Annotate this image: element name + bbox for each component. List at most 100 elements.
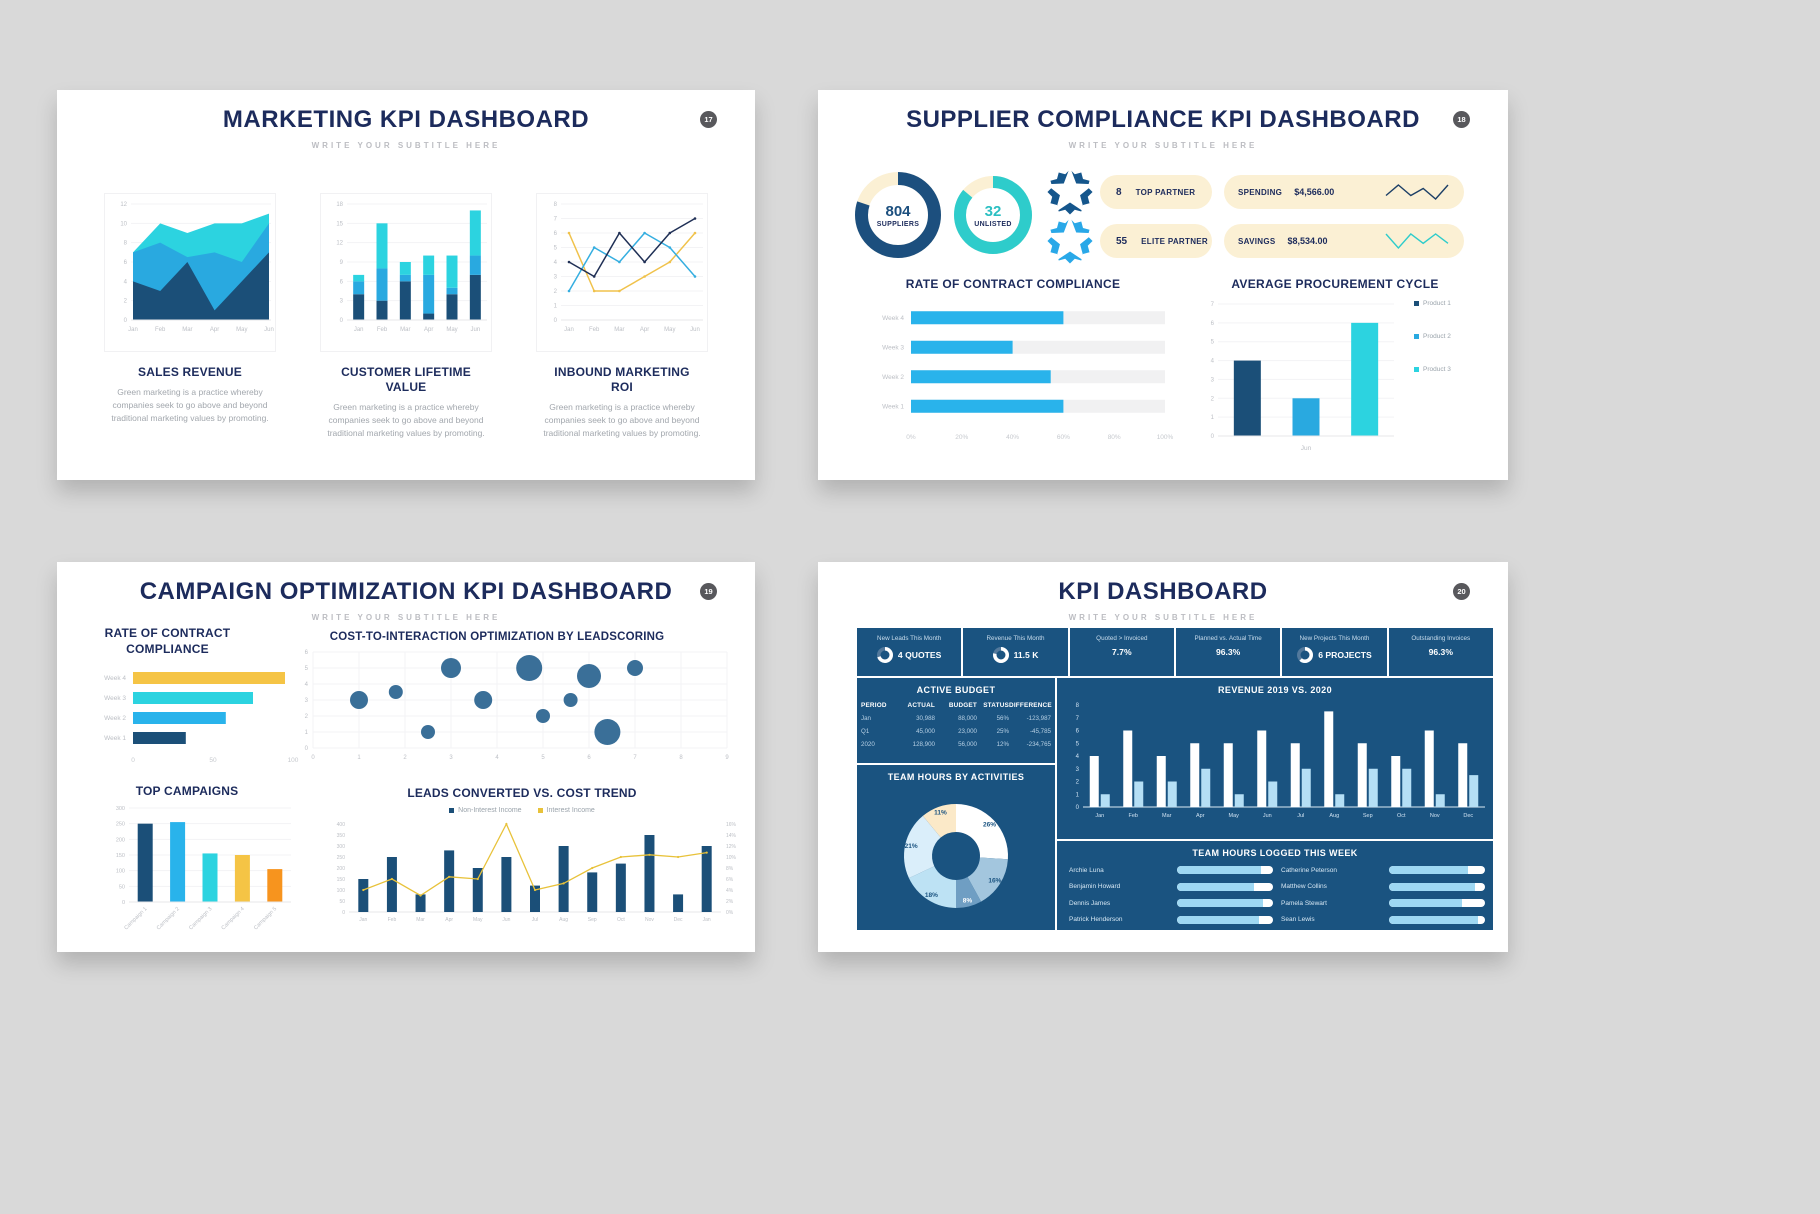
table-header-cell: DIFFERENCE (1009, 702, 1052, 709)
donut-segment (904, 815, 941, 879)
hbar (911, 370, 1051, 384)
procurement-legend: Product 1 Product 2 Product 3 (1414, 300, 1451, 399)
axis-label: 50 (119, 884, 125, 890)
axis-label: May (664, 327, 675, 333)
kpi-tile-label: New Projects This Month (1299, 635, 1370, 642)
axis-label: 16% (726, 822, 737, 828)
hours-logged-row: Dennis James (1069, 895, 1273, 912)
line-series (568, 217, 696, 278)
axis-label: 6 (305, 650, 309, 656)
slide-number-badge: 20 (1453, 583, 1470, 600)
kpi-tile-donut (876, 647, 893, 663)
axis-label: 0 (554, 318, 558, 324)
progress-fill (1177, 866, 1262, 875)
legend-swatch (449, 808, 455, 813)
stacked-bar-segment (353, 274, 365, 282)
bar-2019 (1123, 730, 1133, 807)
hbar (911, 399, 1064, 413)
active-budget-title: ACTIVE BUDGET (916, 685, 996, 695)
axis-label: Oct (617, 917, 625, 923)
hbar (133, 732, 186, 744)
table-cell: 128,900 (912, 741, 935, 748)
axis-label: Week 2 (104, 715, 126, 722)
hours-logged-row: Pamela Stewart (1281, 895, 1485, 912)
card-description: Green marketing is a practice whereby co… (111, 387, 269, 424)
bar-2020 (1100, 794, 1110, 807)
progress-fill (1177, 899, 1264, 908)
bubble (577, 664, 601, 688)
kpi-tile-label: Planned vs. Actual Time (1194, 635, 1262, 642)
sales-revenue-area-chart: 0 2 4 6 8 10 12 Jan Feb Mar Apr May Jun (120, 202, 274, 333)
bar-2020 (1167, 781, 1177, 807)
legend-item: Product 2 (1414, 333, 1451, 340)
bar (1233, 360, 1261, 436)
axis-label: Aug (1329, 813, 1339, 819)
axis-label: Feb (155, 327, 166, 333)
axis-label: 60% (1057, 434, 1070, 441)
progress-fill (1389, 915, 1479, 924)
kpi-tile-label: New Leads This Month (877, 635, 942, 642)
axis-label: 3 (1076, 767, 1080, 773)
donut-label: 11% (934, 810, 947, 817)
stacked-bar-segment (376, 300, 388, 320)
ring-value (855, 172, 941, 258)
table-cell: Jan (861, 715, 871, 722)
clv-stacked-bar-chart: 0 3 6 9 12 15 18 Jan Feb Mar Apr May Jun (336, 202, 487, 333)
axis-label: 7 (554, 217, 558, 223)
axis-label: Campaign 2 (156, 906, 181, 931)
bubble (441, 658, 461, 678)
axis-label: 0% (726, 910, 734, 916)
bubble (474, 691, 493, 709)
progress-track (1389, 866, 1485, 875)
suppliers-count: 804 (885, 202, 911, 220)
slide-number-badge: 19 (700, 583, 717, 600)
savings-label: SAVINGS (1238, 236, 1276, 246)
top-partner-pill: 8 TOP PARTNER (1100, 175, 1212, 209)
axis-label: 8 (124, 241, 128, 247)
table-header-row: PERIOD ACTUAL BUDGET STATUS DIFFERENCE (857, 699, 1055, 712)
person-name: Matthew Collins (1281, 883, 1327, 891)
slide-kpi-dashboard: KPI DASHBOARD WRITE YOUR SUBTITLE HERE 2… (818, 562, 1508, 952)
person-name: Pamela Stewart (1281, 899, 1327, 907)
hbar (911, 311, 1064, 325)
axis-label: 1 (1076, 792, 1080, 798)
axis-label: Apr (1196, 813, 1205, 819)
axis-label: 0% (906, 434, 916, 441)
donut-segment (908, 866, 956, 908)
area-series (133, 252, 269, 320)
bar (267, 869, 283, 902)
bar-2020 (1201, 768, 1211, 807)
axis-label: Mar (182, 327, 192, 333)
top-partner-seal-icon (1046, 168, 1094, 215)
unlisted-label: UNLISTED (974, 220, 1012, 228)
page-title: KPI DASHBOARD (1058, 578, 1268, 605)
bubble (536, 709, 550, 723)
axis-label: 250 (337, 855, 346, 861)
axis-label: 7 (633, 755, 637, 761)
bar (358, 879, 369, 912)
table-cell: Q1 (861, 728, 870, 735)
procurement-section-title: AVERAGE PROCUREMENT CYCLE (1231, 277, 1439, 291)
axis-label: 100% (1157, 434, 1174, 441)
table-header-cell: ACTUAL (907, 702, 935, 709)
axis-label: 5 (305, 666, 309, 672)
compliance-chart-title: RATE OF CONTRACT COMPLIANCE (104, 626, 231, 656)
axis-label: 5 (1211, 340, 1215, 346)
elite-partner-label: ELITE PARTNER (1141, 236, 1208, 246)
axis-label: 12 (336, 241, 343, 247)
stacked-bar-segment (469, 255, 481, 275)
axis-label: 15 (336, 221, 343, 227)
axis-label: 5 (541, 755, 545, 761)
unlisted-donut-center: 32 UNLISTED (954, 176, 1032, 254)
bubble (421, 725, 435, 739)
leads-cost-combo-chart: 0 50 100 150 200 250 300 350 400 0% 2% 4% 6% 8% 10% 12%… (337, 822, 737, 923)
axis-label: Dec (1463, 813, 1473, 819)
slide-number-badge: 18 (1453, 111, 1470, 128)
axis-label: 2 (1211, 396, 1215, 402)
hours-logged-title: TEAM HOURS LOGGED THIS WEEK (1192, 848, 1358, 858)
leads-cost-legend: Non-Interest Income Interest Income (342, 807, 702, 814)
hours-logged-row: Archie Luna (1069, 862, 1273, 879)
spending-pill: SPENDING $4,566.00 (1224, 175, 1464, 209)
axis-label: 0 (122, 900, 125, 906)
